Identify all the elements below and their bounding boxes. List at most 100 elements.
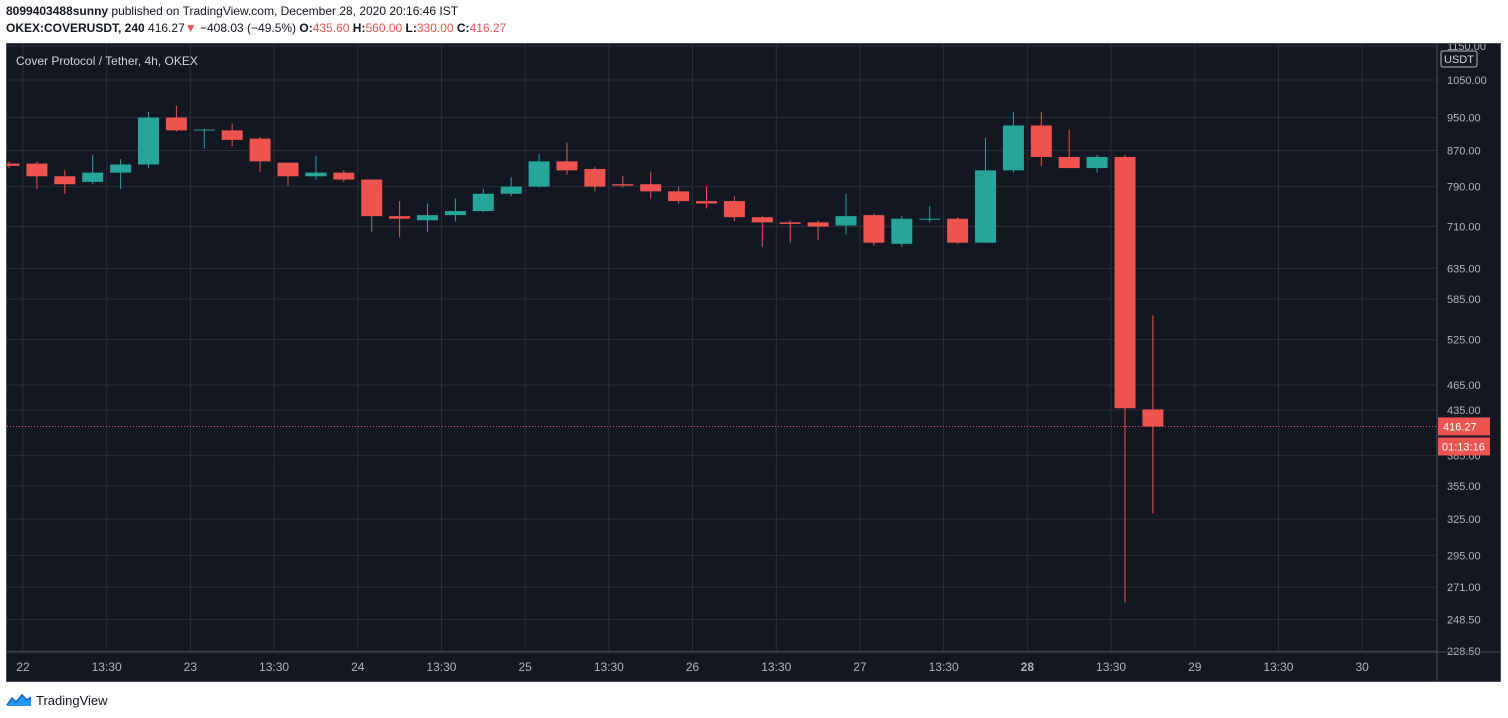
candle-body [556, 161, 578, 171]
candle-down[interactable] [54, 170, 76, 194]
candle-up[interactable] [975, 137, 996, 243]
candle-down[interactable] [751, 216, 773, 248]
candle-body [361, 179, 383, 217]
chart-title: Cover Protocol / Tether, 4h, OKEX [16, 54, 198, 68]
candle-up[interactable] [528, 153, 550, 188]
last-price-badge: 416.27 [1438, 417, 1490, 436]
price-change: −408.03 (−49.5%) [199, 21, 297, 35]
candle-body [54, 176, 76, 185]
candle-up[interactable] [835, 193, 857, 235]
candlestick-chart[interactable]: 228.50248.50271.00295.00325.00355.00385.… [7, 44, 1500, 681]
candle-down[interactable] [277, 162, 299, 186]
candle-down[interactable] [1114, 154, 1136, 603]
low-label: L: [405, 21, 417, 35]
candle-down[interactable] [668, 186, 690, 204]
author-name[interactable]: 8099403488sunny [6, 4, 109, 18]
candle-body [584, 168, 606, 187]
candle-down[interactable] [696, 186, 717, 209]
candle-up[interactable] [500, 177, 522, 197]
candle-up[interactable] [1086, 154, 1108, 173]
countdown-label: 01:13:16 [1442, 441, 1485, 453]
candle-body [1030, 125, 1052, 157]
time-tick-label: 13:30 [92, 660, 122, 674]
candle-down[interactable] [1058, 129, 1080, 169]
candle-down[interactable] [221, 123, 243, 147]
open-value: 435.60 [312, 21, 350, 35]
candle-down[interactable] [612, 176, 634, 188]
currency-badge[interactable]: USDT [1440, 50, 1478, 68]
publisher-line: 8099403488sunny published on TradingView… [6, 4, 458, 22]
chart-panel[interactable]: 228.50 248.50 271.00 295.00 325.00 355.00 385.… [6, 43, 1501, 682]
candle-up[interactable] [891, 216, 913, 248]
candle-body [1002, 125, 1024, 171]
candle-down[interactable] [947, 217, 969, 244]
candle-up[interactable] [193, 128, 215, 149]
symbol-name: OKEX:COVERUSDT, 240 [6, 21, 145, 35]
candle-up[interactable] [82, 154, 104, 185]
candle-body [472, 193, 494, 212]
time-tick-label: 13:30 [929, 660, 959, 674]
candle-up[interactable] [444, 198, 466, 222]
candle-down[interactable] [389, 201, 411, 238]
time-tick-label: 25 [518, 660, 532, 674]
candle-body [26, 163, 48, 177]
price-tick-label: 465.00 [1447, 380, 1481, 392]
candle-up[interactable] [1002, 111, 1024, 173]
time-axis: 22 13:30 23 13:30 24 13:30 25 13:30 26 13:30 27 13:… [7, 651, 1500, 674]
candle-down[interactable] [1142, 315, 1164, 514]
close-label: C: [456, 21, 470, 35]
candle-down[interactable] [26, 161, 48, 189]
price-tick-label: 1150.00 [1447, 44, 1486, 53]
candle-body [193, 129, 215, 131]
candle-down[interactable] [7, 161, 20, 169]
candle-body [779, 222, 801, 224]
tradingview-logo-icon [6, 693, 32, 706]
candle-layer [7, 105, 1437, 603]
candle-down[interactable] [165, 105, 187, 132]
grid-layer [7, 44, 1437, 652]
candle-up[interactable] [919, 206, 941, 223]
candle-down[interactable] [556, 142, 578, 175]
candle-up[interactable] [138, 111, 159, 169]
candle-down[interactable] [584, 167, 606, 192]
currency-label: USDT [1444, 54, 1474, 66]
candle-body [863, 215, 885, 243]
open-label: O: [299, 21, 313, 35]
candle-body [1058, 156, 1080, 169]
time-tick-label: 30 [1355, 660, 1369, 674]
candle-body [696, 201, 717, 204]
candle-up[interactable] [472, 188, 494, 213]
candle-body [1086, 156, 1108, 169]
symbol-ohlc-line: OKEX:COVERUSDT, 240 416.27▼ −408.03 (−49… [6, 21, 506, 39]
high-value: 560.00 [365, 21, 403, 35]
candle-body [975, 170, 996, 243]
candle-body [1114, 156, 1136, 409]
candle-down[interactable] [249, 136, 271, 172]
candle-body [277, 162, 299, 177]
candle-up[interactable] [110, 159, 132, 189]
published-text: published on TradingView.com, December 2… [108, 4, 459, 18]
candle-down[interactable] [863, 213, 885, 246]
candle-body [7, 163, 20, 166]
high-label: H: [352, 21, 366, 35]
candle-down[interactable] [779, 220, 801, 243]
candle-down[interactable] [640, 171, 662, 199]
price-tick-label: 585.00 [1447, 294, 1481, 306]
price-tick-label: 635.00 [1447, 263, 1481, 275]
candle-down[interactable] [333, 170, 355, 182]
footer-brand[interactable]: TradingView [6, 689, 108, 711]
candle-up[interactable] [305, 155, 327, 180]
candle-body [82, 172, 104, 182]
candle-down[interactable] [1030, 111, 1052, 166]
candle-down[interactable] [807, 220, 829, 240]
candle-body [1142, 409, 1164, 427]
candle-down[interactable] [361, 179, 383, 232]
time-tick-label: 29 [1188, 660, 1202, 674]
candle-body [947, 218, 969, 243]
time-tick-label: 13:30 [1096, 660, 1126, 674]
price-tick-label: 790.00 [1447, 182, 1481, 194]
candle-down[interactable] [723, 196, 745, 222]
candle-body [891, 218, 913, 244]
price-tick-label: 271.00 [1447, 582, 1481, 594]
candle-up[interactable] [417, 203, 438, 232]
